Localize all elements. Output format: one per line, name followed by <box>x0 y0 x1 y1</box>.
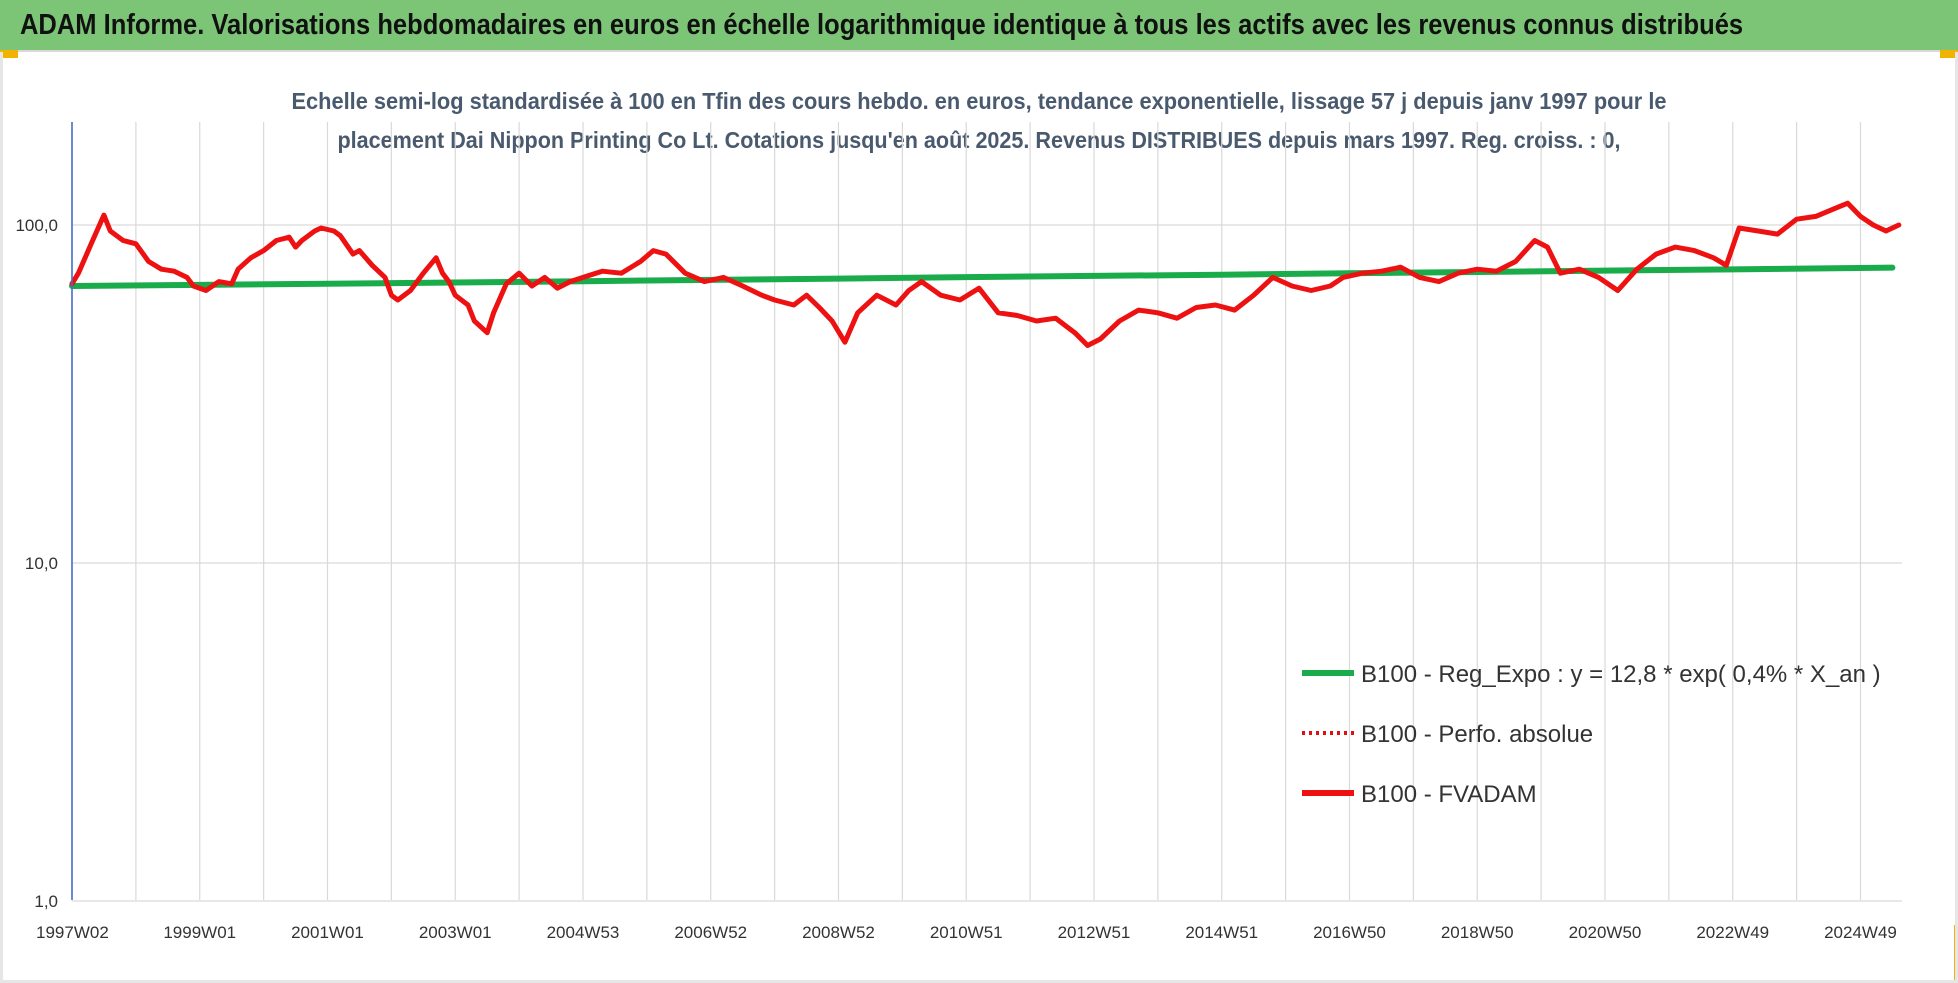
chart-frame <box>0 52 1958 983</box>
series-layer <box>69 200 1902 348</box>
x-tick-label: 2020W50 <box>1569 923 1642 942</box>
x-tick-label: 2018W50 <box>1441 923 1514 942</box>
y-tick-label: 10,0 <box>25 554 58 573</box>
x-tick-label: 2010W51 <box>930 923 1003 942</box>
corner-accent-top-left <box>0 50 18 58</box>
x-tick-label: 2006W52 <box>674 923 747 942</box>
x-tick-label: 2022W49 <box>1696 923 1769 942</box>
x-tick-label: 2008W52 <box>802 923 875 942</box>
x-tick-label: 2003W01 <box>419 923 492 942</box>
y-tick-labels: 1,0 10,0 100,0 <box>15 216 58 911</box>
x-tick-label: 2016W50 <box>1313 923 1386 942</box>
x-tick-label: 2001W01 <box>291 923 364 942</box>
x-gridlines <box>71 122 1862 900</box>
legend-label: B100 - FVADAM <box>1361 781 1537 808</box>
x-tick-labels: 1997W02 1999W01 2001W01 2003W01 2004W53 2006W… <box>36 923 1897 942</box>
x-tick-label: 2014W51 <box>1185 923 1258 942</box>
x-tick-label: 2024W49 <box>1824 923 1897 942</box>
chart-subtitle-line-1: Echelle semi-log standardisée à 100 en T… <box>292 88 1667 114</box>
legend-label: B100 - Perfo. absolue <box>1361 721 1593 748</box>
y-tick-label: 100,0 <box>15 216 58 235</box>
x-tick-label: 1997W02 <box>36 923 109 942</box>
corner-accent-top-right <box>1940 50 1958 58</box>
report-title: ADAM Informe. Valorisations hebdomadaire… <box>20 9 1744 41</box>
y-gridlines <box>72 224 1902 902</box>
x-tick-label: 1999W01 <box>163 923 236 942</box>
y-tick-label: 1,0 <box>34 892 58 911</box>
legend: B100 - Reg_Expo : y = 12,8 * exp( 0,4% *… <box>1302 661 1881 808</box>
x-tick-label: 2012W51 <box>1058 923 1131 942</box>
legend-label: B100 - Reg_Expo : y = 12,8 * exp( 0,4% *… <box>1361 661 1881 688</box>
title-banner: ADAM Informe. Valorisations hebdomadaire… <box>0 0 1958 52</box>
chart-subtitle-line-2: placement Dai Nippon Printing Co Lt. Cot… <box>338 127 1621 153</box>
x-tick-label: 2004W53 <box>547 923 620 942</box>
series-line-fvadam <box>69 200 1902 348</box>
series-line-regression <box>69 264 1896 289</box>
